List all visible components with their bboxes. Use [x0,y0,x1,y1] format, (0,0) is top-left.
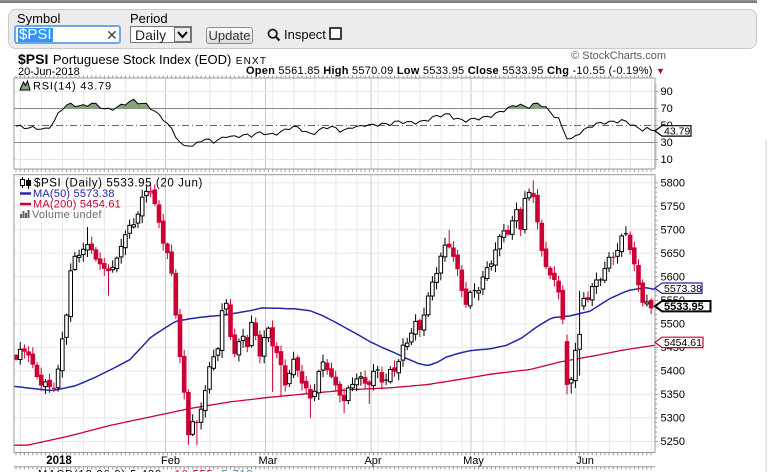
svg-text:5750: 5750 [661,201,685,213]
svg-text:5800: 5800 [661,177,685,189]
svg-text:$PSI (Daily) 5533.95 (20 Jun): $PSI (Daily) 5533.95 (20 Jun) [34,177,203,189]
svg-text:5250: 5250 [661,436,685,448]
svg-text:May: May [463,455,484,467]
svg-text:5600: 5600 [661,271,685,283]
svg-text:5300: 5300 [661,412,685,424]
svg-text:5500: 5500 [661,318,685,330]
svg-text:10: 10 [661,154,673,166]
svg-text:Mar: Mar [259,455,278,467]
svg-text:70: 70 [661,103,673,115]
svg-text:MA(200) 5454.61: MA(200) 5454.61 [33,199,121,211]
svg-text:2018: 2018 [46,455,72,467]
svg-text:Jun: Jun [576,455,594,467]
svg-text:5573.38: 5573.38 [664,283,702,295]
svg-text:5350: 5350 [661,389,685,401]
svg-text:5700: 5700 [661,224,685,236]
svg-text:RSI(14) 43.79: RSI(14) 43.79 [33,81,112,93]
svg-text:30: 30 [661,137,673,149]
svg-text:Apr: Apr [364,455,381,467]
svg-text:5400: 5400 [661,365,685,377]
svg-text:43.79: 43.79 [664,126,690,138]
svg-text:90: 90 [661,86,673,98]
svg-text:MA(50) 5573.38: MA(50) 5573.38 [33,188,115,200]
svg-text:5533.95: 5533.95 [664,301,704,313]
svg-text:Feb: Feb [161,455,180,467]
svg-text:Volume undef: Volume undef [32,209,102,221]
svg-text:5454.61: 5454.61 [664,337,702,349]
svg-text:5650: 5650 [661,248,685,260]
svg-text:MACD(12,26,9) 5.439, -10.555,: MACD(12,26,9) 5.439, -10.555, 5.719 [38,468,254,472]
